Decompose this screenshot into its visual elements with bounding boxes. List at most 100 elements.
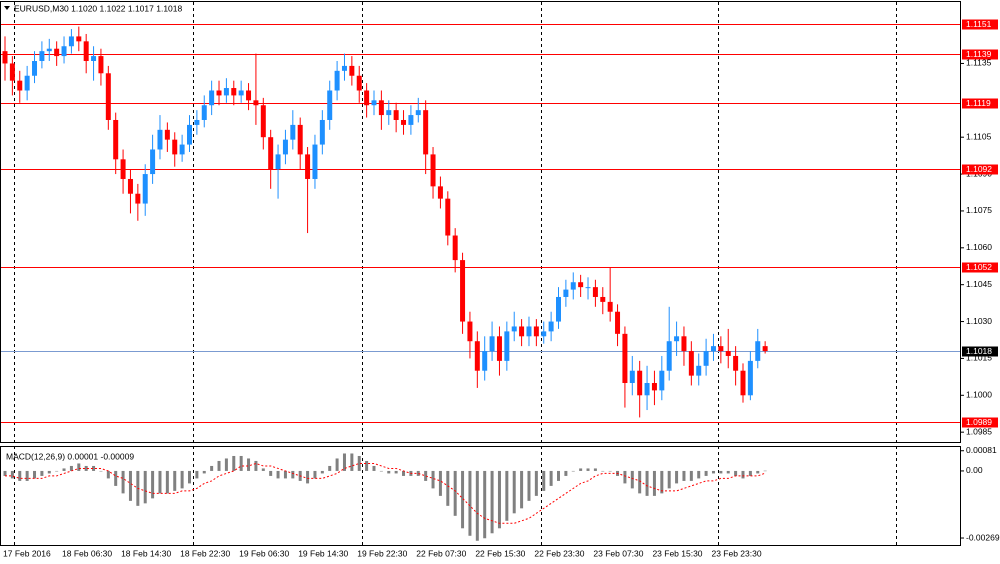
level-label: 1.1151 [966, 19, 992, 29]
x-tick-label: 17 Feb 2016 [3, 548, 51, 558]
candle-body [651, 383, 657, 391]
candle-body [223, 88, 229, 96]
candle-body [150, 149, 156, 175]
candle-body [297, 124, 303, 155]
level-label-box [962, 417, 998, 428]
candle-body [238, 90, 244, 96]
macd-bar [47, 470, 51, 474]
candle-body [622, 333, 628, 384]
macd-bar [188, 470, 191, 484]
macd-bar [106, 470, 110, 479]
macd-bar [689, 470, 693, 481]
candle-body [290, 124, 296, 140]
candle-body [659, 370, 665, 391]
macd-bar [542, 470, 546, 491]
macd-bar [557, 470, 560, 481]
candle-body [733, 355, 739, 371]
y-tick-label: 1.1075 [966, 205, 992, 215]
candle-body [356, 75, 362, 91]
level-label-box [962, 262, 998, 273]
x-tick-label: 19 Feb 22:30 [357, 548, 407, 558]
macd-bar [453, 470, 457, 516]
macd-bar [77, 463, 81, 471]
macd-bar [313, 470, 317, 479]
x-tick-label: 19 Feb 14:30 [298, 548, 348, 558]
y-tick-label: -0.00269 [966, 532, 1000, 542]
macd-bar [195, 470, 199, 479]
macd-bar [158, 470, 162, 494]
candle-body [32, 60, 38, 76]
candle-body [371, 100, 377, 106]
macd-bar [726, 470, 730, 474]
candle-body [460, 260, 466, 322]
candle-body [39, 51, 45, 61]
candle-body [607, 301, 613, 312]
level-label-box [962, 98, 998, 109]
macd-bar [224, 458, 228, 471]
macd-signal [5, 462, 766, 524]
macd-bar [645, 470, 649, 496]
candle-body [556, 296, 561, 322]
macd-title: MACD(12,26,9) 0.00001 -0.00009 [6, 451, 134, 461]
macd-bar [579, 468, 583, 471]
macd-bar [490, 470, 494, 534]
candle-body [386, 110, 392, 116]
candle-body [585, 287, 591, 289]
candle-body [637, 370, 643, 396]
macd-bar [483, 470, 487, 539]
macd-bar [741, 470, 745, 479]
candle-body [142, 174, 148, 204]
macd-bar [630, 470, 634, 489]
candle-body [76, 36, 82, 42]
macd-bar [33, 470, 37, 479]
candle-body [415, 110, 421, 116]
macd-bar [756, 470, 760, 474]
candle-body [496, 336, 502, 361]
level-label: 1.1119 [966, 98, 991, 108]
candle-body [629, 370, 635, 384]
candle-body [312, 144, 318, 179]
candle-body [172, 139, 178, 155]
candle-body [120, 159, 126, 179]
macd-bar [394, 470, 398, 474]
macd-bar [350, 453, 354, 471]
macd-bar [763, 470, 767, 472]
macd-bar [335, 458, 339, 471]
macd-bar [520, 470, 524, 509]
level-label-box [962, 346, 998, 357]
candle-body [61, 46, 67, 57]
macd-bar [202, 470, 206, 474]
macd-bar [306, 470, 310, 484]
macd-bar [534, 470, 538, 496]
candle-body [201, 105, 207, 120]
macd-bar [165, 470, 169, 494]
candle-body [423, 110, 429, 155]
candle-body [533, 326, 539, 337]
candle-body [445, 198, 451, 236]
x-tick-label: 22 Feb 15:30 [475, 548, 525, 558]
macd-bar [497, 470, 501, 529]
candle-body [718, 346, 724, 352]
macd-bar [593, 468, 597, 471]
macd-bar [416, 470, 420, 476]
level-label: 1.1052 [966, 262, 992, 272]
macd-bar [734, 470, 738, 476]
macd-bar [114, 470, 118, 486]
macd-bar [99, 470, 103, 472]
candle-body [511, 326, 517, 332]
x-tick-label: 23 Feb 15:30 [652, 548, 702, 558]
macd-bar [586, 468, 590, 471]
candle-body [9, 63, 15, 81]
x-tick-label: 18 Feb 14:30 [121, 548, 171, 558]
y-tick-label: 1.1060 [966, 242, 992, 252]
candle-body [592, 287, 598, 297]
candle-body [467, 321, 473, 342]
candle-body [755, 341, 761, 361]
candle-body [563, 289, 569, 297]
y-tick-label: 0.00 [966, 465, 983, 475]
level-label: 1.1139 [966, 49, 992, 59]
candle-body [578, 282, 584, 288]
y-tick-label: 0.00081 [966, 445, 997, 455]
candle-body [600, 296, 606, 302]
